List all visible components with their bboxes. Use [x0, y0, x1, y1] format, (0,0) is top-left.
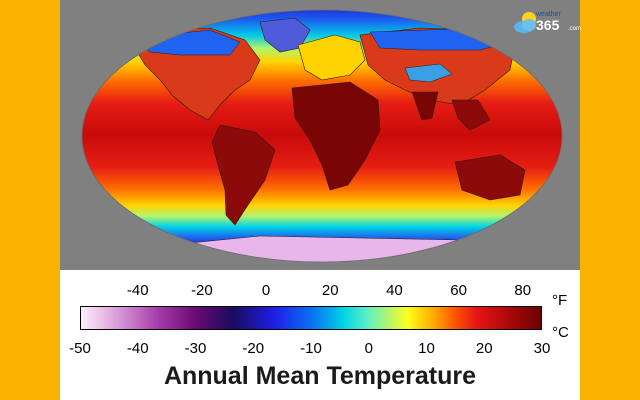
- celsius-tick-label: 20: [475, 340, 493, 357]
- celsius-tick-label: -50: [69, 340, 91, 357]
- celsius-tick-label: -10: [300, 340, 322, 357]
- tibet-cold-region: [404, 63, 453, 83]
- fahrenheit-tick-label: 60: [450, 282, 467, 299]
- celsius-tick-label: -20: [242, 340, 265, 357]
- southeast-asia-landmass: [451, 99, 491, 131]
- europe-landmass: [297, 34, 366, 81]
- fahrenheit-tick-label: 80: [514, 282, 532, 299]
- fahrenheit-tick-label: 40: [386, 282, 403, 299]
- world-temperature-map: [60, 0, 580, 270]
- australia-landmass: [454, 154, 526, 201]
- fahrenheit-tick-label: 0: [261, 282, 271, 299]
- temperature-colorbar: [80, 306, 542, 330]
- fahrenheit-tick-label: 20: [321, 282, 339, 299]
- fahrenheit-tick-label: -40: [126, 282, 149, 299]
- page-title: Annual Mean Temperature: [163, 362, 477, 390]
- celsius-unit-label: °C: [552, 324, 569, 341]
- celsius-tick-label: -40: [126, 340, 149, 357]
- celsius-tick-label: -30: [184, 340, 207, 357]
- temperature-legend: -40 -20 0 20 40 60 80 °F °C -50 -40 -30 -20 -10 0 10…: [60, 270, 580, 400]
- logo-top-text: weather: [536, 11, 561, 18]
- india-landmass: [411, 91, 439, 121]
- celsius-tick-label: 30: [533, 340, 551, 357]
- fahrenheit-unit-label: °F: [552, 292, 568, 309]
- map-svg: [60, 0, 580, 270]
- infographic-card: -40 -20 0 20 40 60 80 °F °C -50 -40 -30 -20 -10 0 10…: [60, 0, 580, 400]
- weather365-logo: weather 365 .com: [512, 8, 632, 38]
- south-america-landmass: [211, 124, 276, 226]
- celsius-tick-label: 10: [418, 340, 435, 357]
- cloud-sun-icon: [514, 12, 536, 33]
- celsius-tick-label: 0: [364, 340, 373, 357]
- fahrenheit-tick-label: -20: [191, 282, 213, 299]
- logo-suffix: .com: [568, 26, 582, 32]
- africa-landmass: [291, 81, 381, 191]
- logo-number: 365: [536, 17, 560, 33]
